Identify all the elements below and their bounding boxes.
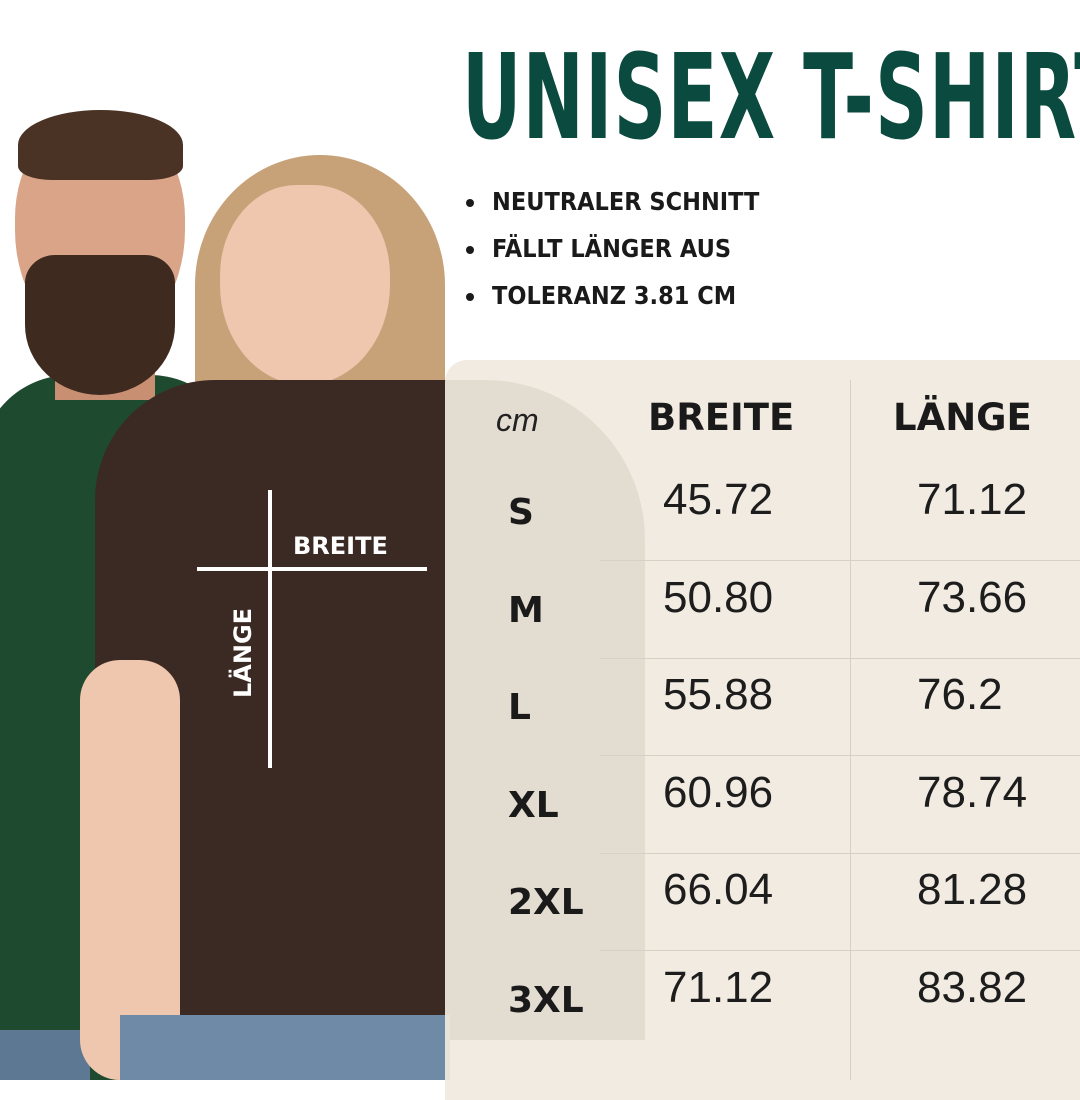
man-jeans — [0, 1030, 90, 1080]
feature-item: NEUTRALER SCHNITT — [466, 182, 789, 229]
size-label: 2XL — [508, 882, 584, 923]
width-line — [197, 567, 427, 571]
length-label: LÄNGE — [229, 607, 257, 698]
laenge-value: 81.28 — [917, 865, 1028, 914]
row-divider — [600, 853, 1080, 854]
feature-item: FÄLLT LÄNGER AUS — [466, 229, 789, 276]
width-label: BREITE — [293, 532, 388, 560]
bullet-icon — [466, 199, 474, 207]
breite-value: 66.04 — [663, 865, 774, 914]
laenge-value: 83.82 — [917, 962, 1028, 1012]
laenge-value: 78.74 — [917, 767, 1028, 817]
man-beard — [25, 255, 175, 395]
laenge-value: 76.2 — [917, 670, 1003, 719]
header-breite: BREITE — [648, 396, 795, 439]
bullet-icon — [466, 293, 474, 301]
bullet-icon — [466, 246, 474, 254]
size-label: XL — [508, 784, 559, 826]
length-line — [268, 490, 272, 768]
breite-value: 71.12 — [663, 962, 774, 1012]
feature-item: TOLERANZ 3.81 CM — [466, 276, 789, 323]
breite-value: 50.80 — [663, 572, 774, 622]
man-hair — [18, 110, 183, 180]
column-divider — [850, 380, 851, 1080]
size-label: L — [508, 687, 531, 728]
size-label: S — [508, 492, 534, 533]
size-label: M — [508, 589, 544, 631]
laenge-value: 71.12 — [917, 475, 1028, 524]
row-divider — [600, 658, 1080, 659]
breite-value: 45.72 — [663, 475, 774, 524]
page-title: UNISEX T-SHIRT — [462, 28, 1080, 166]
row-divider — [600, 560, 1080, 561]
row-divider — [600, 755, 1080, 756]
size-table-panel — [445, 360, 1080, 1100]
laenge-value: 73.66 — [917, 572, 1028, 622]
woman-arm — [80, 660, 180, 1080]
row-divider — [600, 950, 1080, 951]
breite-value: 55.88 — [663, 670, 774, 719]
feature-list: NEUTRALER SCHNITT FÄLLT LÄNGER AUS TOLER… — [466, 182, 789, 323]
breite-value: 60.96 — [663, 767, 774, 817]
header-laenge: LÄNGE — [893, 396, 1032, 439]
unit-label: cm — [496, 402, 539, 438]
woman-face — [220, 185, 390, 385]
woman-jeans — [120, 1015, 450, 1080]
size-label: 3XL — [508, 979, 584, 1021]
